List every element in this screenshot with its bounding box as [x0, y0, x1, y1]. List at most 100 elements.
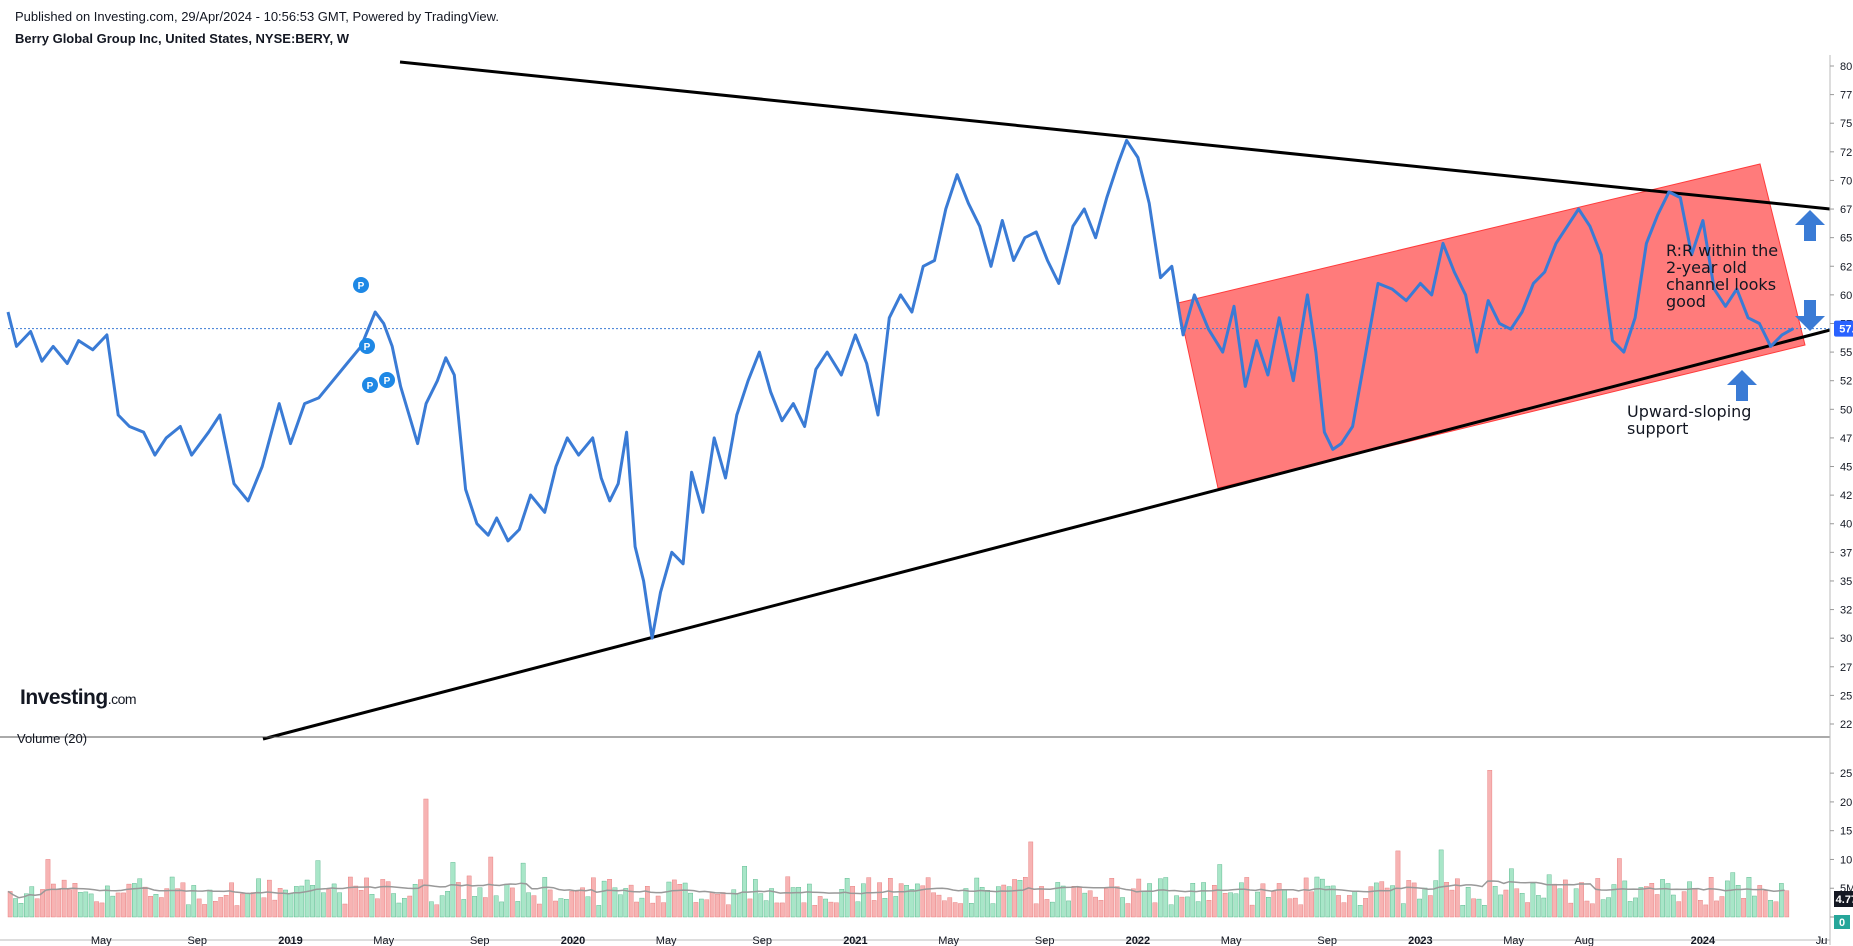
volume-bar [661, 902, 666, 918]
volume-bar [1276, 883, 1282, 918]
volume-bar [672, 879, 677, 918]
volume-bar [1136, 878, 1142, 918]
price-line [6, 138, 1795, 640]
volume-bar [1638, 887, 1644, 918]
volume-bar [1773, 901, 1779, 918]
x-tick-label: May [373, 935, 394, 946]
volume-bar [1352, 890, 1358, 918]
volume-bar [153, 894, 159, 918]
event-marker-label: P [384, 376, 391, 387]
volume-bar [1514, 888, 1520, 918]
volume-bar [758, 893, 764, 918]
volume-bar [979, 887, 985, 918]
volume-bar [963, 888, 969, 918]
y-tick-label: 80.00 [1840, 61, 1853, 73]
volume-bar [1454, 878, 1460, 918]
volume-bar [348, 876, 353, 918]
event-marker-label: P [364, 342, 371, 353]
published-info: Published on Investing.com, 29/Apr/2024 … [15, 9, 499, 24]
volume-bar [828, 901, 834, 918]
volume-bar [1579, 882, 1584, 918]
volume-bar [1357, 905, 1363, 918]
volume-bar [223, 895, 229, 918]
volume-bar [461, 899, 467, 918]
volume-bar [990, 903, 996, 918]
volume-bar [277, 888, 283, 918]
volume-bar [472, 896, 477, 918]
volume-pane [7, 770, 1790, 918]
volume-bar [1525, 902, 1530, 918]
volume-bar [628, 884, 634, 918]
event-marker-label: P [367, 381, 374, 392]
volume-bar [1244, 877, 1250, 918]
volume-bar [974, 877, 980, 918]
volume-bar [736, 893, 742, 918]
volume-bar [1508, 868, 1514, 918]
x-tick-label: May [91, 935, 112, 946]
last-price-badge [1834, 320, 1853, 337]
volume-bar [1708, 877, 1714, 918]
volume-bar [1730, 872, 1736, 918]
volume-bar [1114, 886, 1120, 918]
volume-bar [1163, 877, 1169, 918]
y-tick-label: 60.00 [1840, 290, 1853, 302]
volume-bar [1589, 903, 1595, 918]
volume-bar [844, 878, 850, 918]
volume-pane-title: Volume (20) [17, 731, 88, 746]
volume-bar [342, 903, 348, 918]
volume-bar [888, 878, 893, 918]
y-tick-label: 30.00 [1840, 633, 1853, 645]
volume-bar [94, 901, 99, 918]
volume-bar [682, 882, 688, 918]
volume-bar [375, 898, 380, 918]
volume-bar [1125, 903, 1131, 918]
volume-bar [834, 902, 839, 918]
volume-bar [952, 902, 958, 918]
volume-bar [321, 892, 326, 918]
volume-bar [1260, 883, 1266, 918]
volume-bar [645, 886, 650, 918]
volume-bar [1363, 898, 1368, 918]
volume-bar [893, 896, 899, 918]
volume-bar [1433, 880, 1439, 918]
volume-bar [1330, 885, 1336, 918]
volume-bar [553, 900, 558, 918]
volume-bar [99, 902, 105, 918]
volume-bar [391, 893, 396, 918]
volume-bar [861, 883, 866, 918]
x-tick-label: Sep [1317, 935, 1337, 946]
volume-bar [1670, 894, 1676, 918]
volume-bar [1541, 897, 1547, 918]
volume-bar [720, 892, 726, 918]
volume-bar [558, 898, 564, 918]
volume-bar [267, 879, 272, 918]
volume-bar [1784, 890, 1790, 918]
y-tick-label: 42.50 [1840, 490, 1853, 502]
volume-bar [142, 886, 148, 918]
volume-bar [191, 885, 197, 918]
y-tick-label: 52.50 [1840, 376, 1853, 388]
volume-bar [1379, 881, 1385, 918]
volume-bar [747, 898, 753, 918]
volume-bar [920, 885, 926, 918]
y-tick-label: 35.00 [1840, 576, 1853, 588]
y-tick-label: 40.00 [1840, 519, 1853, 531]
y-tick-label: 65.00 [1840, 233, 1853, 245]
y-tick-label: 70.00 [1840, 175, 1853, 187]
volume-bar [1735, 885, 1741, 918]
volume-bar [45, 859, 51, 918]
volume-bar [1152, 902, 1158, 918]
volume-bar [1697, 900, 1703, 918]
volume-bar [1039, 886, 1044, 918]
volume-bar [180, 882, 186, 918]
volume-bar [915, 883, 920, 918]
volume-bar [850, 886, 855, 918]
volume-bar [1179, 896, 1185, 918]
volume-bar [1503, 889, 1509, 918]
volume-bar [1573, 888, 1579, 918]
volume-bar [1190, 883, 1196, 918]
volume-bar [1023, 877, 1028, 918]
volume-bar [1233, 893, 1239, 918]
volume-bar [1384, 887, 1390, 918]
